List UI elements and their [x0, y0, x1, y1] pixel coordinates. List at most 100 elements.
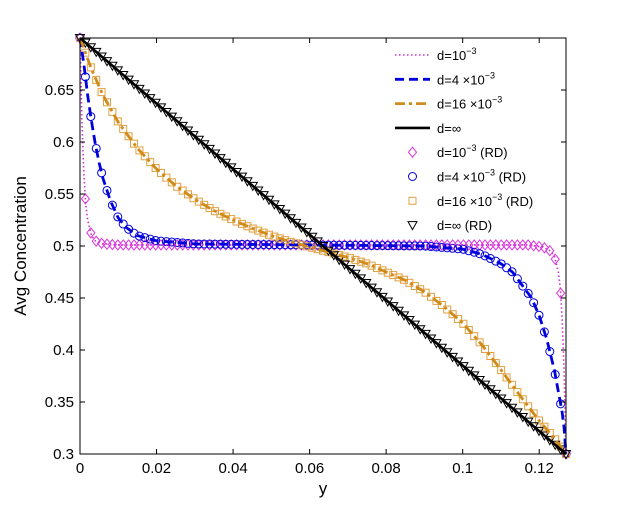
data-point	[130, 139, 138, 148]
y-tick-label: 0.5	[53, 238, 74, 255]
data-point	[270, 232, 279, 241]
data-point	[535, 416, 543, 425]
data-point	[113, 117, 122, 126]
data-point	[211, 207, 219, 216]
data-point	[475, 338, 484, 347]
data-point	[86, 227, 96, 239]
y-tick-label: 0.35	[45, 394, 74, 411]
legend-label: d=∞ (RD)	[437, 218, 492, 233]
legend-label: d=10−3	[437, 46, 477, 63]
data-point	[448, 310, 457, 319]
data-point	[508, 380, 516, 389]
data-point	[539, 241, 550, 254]
data-point	[162, 173, 171, 182]
data-point	[518, 281, 528, 291]
data-point	[512, 274, 522, 284]
data-point	[118, 219, 128, 229]
legend: d=10−3 d=4 ×10−3 d=16 ×10−3 d=∞ d=10−3 (RD) d…	[395, 46, 533, 233]
legend-label: d=10−3 (RD)	[437, 143, 508, 160]
x-axis-label: y	[319, 479, 328, 498]
x-tick-label: 0.04	[218, 460, 247, 477]
data-point	[497, 366, 506, 375]
data-point	[485, 254, 495, 264]
data-point	[427, 292, 435, 301]
data-point	[129, 228, 139, 238]
data-point	[480, 251, 490, 261]
series-line-4	[79, 37, 567, 455]
data-point	[470, 332, 479, 341]
data-point	[216, 209, 225, 218]
data-point	[529, 298, 539, 308]
y-tick-label: 0.3	[53, 446, 74, 463]
data-point	[464, 325, 473, 334]
x-tick-label: 0.02	[142, 460, 171, 477]
y-tick-label: 0.6	[53, 134, 74, 151]
legend-swatch-marker	[408, 196, 417, 205]
y-tick-label: 0.45	[45, 290, 74, 307]
y-axis-label: Avg Concentration	[11, 176, 30, 316]
data-point	[97, 88, 106, 97]
legend-label: d=4 ×10−3	[437, 70, 495, 87]
data-point	[107, 200, 117, 210]
data-point	[389, 271, 398, 280]
legend-label: d=16 ×10−3	[437, 95, 502, 112]
y-tick-label: 0.55	[45, 186, 74, 203]
data-point	[103, 98, 111, 107]
data-point	[513, 388, 522, 397]
axes: 0 0.02 0.04 0.06 0.08 0.1 0.12 0.3 0.35 0.4 0.45 0.…	[11, 37, 567, 498]
data-point	[523, 288, 533, 298]
data-point	[534, 240, 544, 253]
x-tick-label: 0	[76, 460, 84, 477]
data-point	[135, 146, 144, 155]
data-point	[124, 132, 133, 141]
data-point	[167, 178, 176, 187]
legend-swatch-marker	[407, 221, 418, 231]
data-point	[491, 359, 500, 368]
data-point	[108, 107, 117, 116]
legend-label: d=4 ×10−3 (RD)	[437, 168, 526, 185]
legend-entry-2: d=4 ×10−3	[395, 70, 495, 87]
data-point	[454, 314, 462, 323]
legend-entry-7: d=16 ×10−3 (RD)	[408, 192, 533, 209]
legend-label: d=∞	[437, 121, 461, 136]
data-point	[545, 244, 555, 257]
data-point	[491, 256, 501, 266]
data-point	[437, 300, 446, 309]
data-point	[227, 215, 236, 224]
data-point	[528, 239, 539, 252]
x-tick-label: 0.12	[525, 460, 554, 477]
legend-entry-8: d=∞ (RD)	[407, 218, 492, 233]
data-point	[518, 395, 527, 404]
data-point	[529, 409, 538, 418]
data-point	[140, 152, 149, 161]
data-point	[248, 224, 257, 233]
series-line-2	[78, 37, 568, 455]
data-point	[459, 319, 468, 328]
legend-entry-5: d=10−3 (RD)	[407, 143, 508, 160]
y-tick-label: 0.4	[53, 342, 74, 359]
legend-swatch-marker	[407, 146, 418, 159]
data-point	[92, 75, 101, 84]
x-tick-label: 0.06	[295, 460, 324, 477]
data-point	[151, 164, 160, 173]
legend-entry-1: d=10−3	[395, 46, 477, 63]
data-point	[524, 402, 533, 411]
data-point	[523, 239, 533, 251]
data-point	[443, 305, 452, 314]
legend-swatch-marker	[408, 172, 417, 181]
data-point	[486, 352, 495, 361]
data-point	[540, 422, 549, 431]
data-point	[146, 158, 155, 167]
data-point	[551, 435, 560, 444]
legend-label: d=16 ×10−3 (RD)	[437, 192, 533, 209]
data-point	[157, 168, 165, 177]
x-tick-label: 0.08	[372, 460, 401, 477]
data-point	[421, 288, 430, 297]
data-point	[507, 267, 517, 277]
data-point	[432, 296, 441, 305]
x-tick-label: 0.1	[452, 460, 473, 477]
legend-entry-4: d=∞	[395, 121, 461, 136]
data-point	[481, 344, 489, 353]
data-point	[221, 212, 230, 221]
